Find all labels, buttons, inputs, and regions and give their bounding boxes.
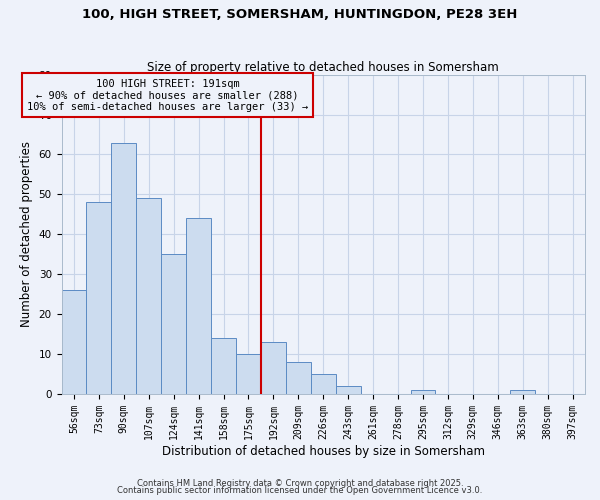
X-axis label: Distribution of detached houses by size in Somersham: Distribution of detached houses by size … bbox=[162, 444, 485, 458]
Bar bbox=[286, 362, 311, 394]
Text: Contains HM Land Registry data © Crown copyright and database right 2025.: Contains HM Land Registry data © Crown c… bbox=[137, 478, 463, 488]
Bar bbox=[62, 290, 86, 394]
Bar bbox=[311, 374, 336, 394]
Bar bbox=[112, 142, 136, 394]
Bar bbox=[86, 202, 112, 394]
Bar bbox=[261, 342, 286, 394]
Bar bbox=[161, 254, 186, 394]
Bar bbox=[510, 390, 535, 394]
Text: 100, HIGH STREET, SOMERSHAM, HUNTINGDON, PE28 3EH: 100, HIGH STREET, SOMERSHAM, HUNTINGDON,… bbox=[82, 8, 518, 20]
Title: Size of property relative to detached houses in Somersham: Size of property relative to detached ho… bbox=[148, 60, 499, 74]
Bar bbox=[336, 386, 361, 394]
Bar bbox=[410, 390, 436, 394]
Bar bbox=[136, 198, 161, 394]
Bar bbox=[236, 354, 261, 394]
Bar bbox=[211, 338, 236, 394]
Bar bbox=[186, 218, 211, 394]
Text: Contains public sector information licensed under the Open Government Licence v3: Contains public sector information licen… bbox=[118, 486, 482, 495]
Text: 100 HIGH STREET: 191sqm
← 90% of detached houses are smaller (288)
10% of semi-d: 100 HIGH STREET: 191sqm ← 90% of detache… bbox=[27, 78, 308, 112]
Y-axis label: Number of detached properties: Number of detached properties bbox=[20, 142, 33, 328]
